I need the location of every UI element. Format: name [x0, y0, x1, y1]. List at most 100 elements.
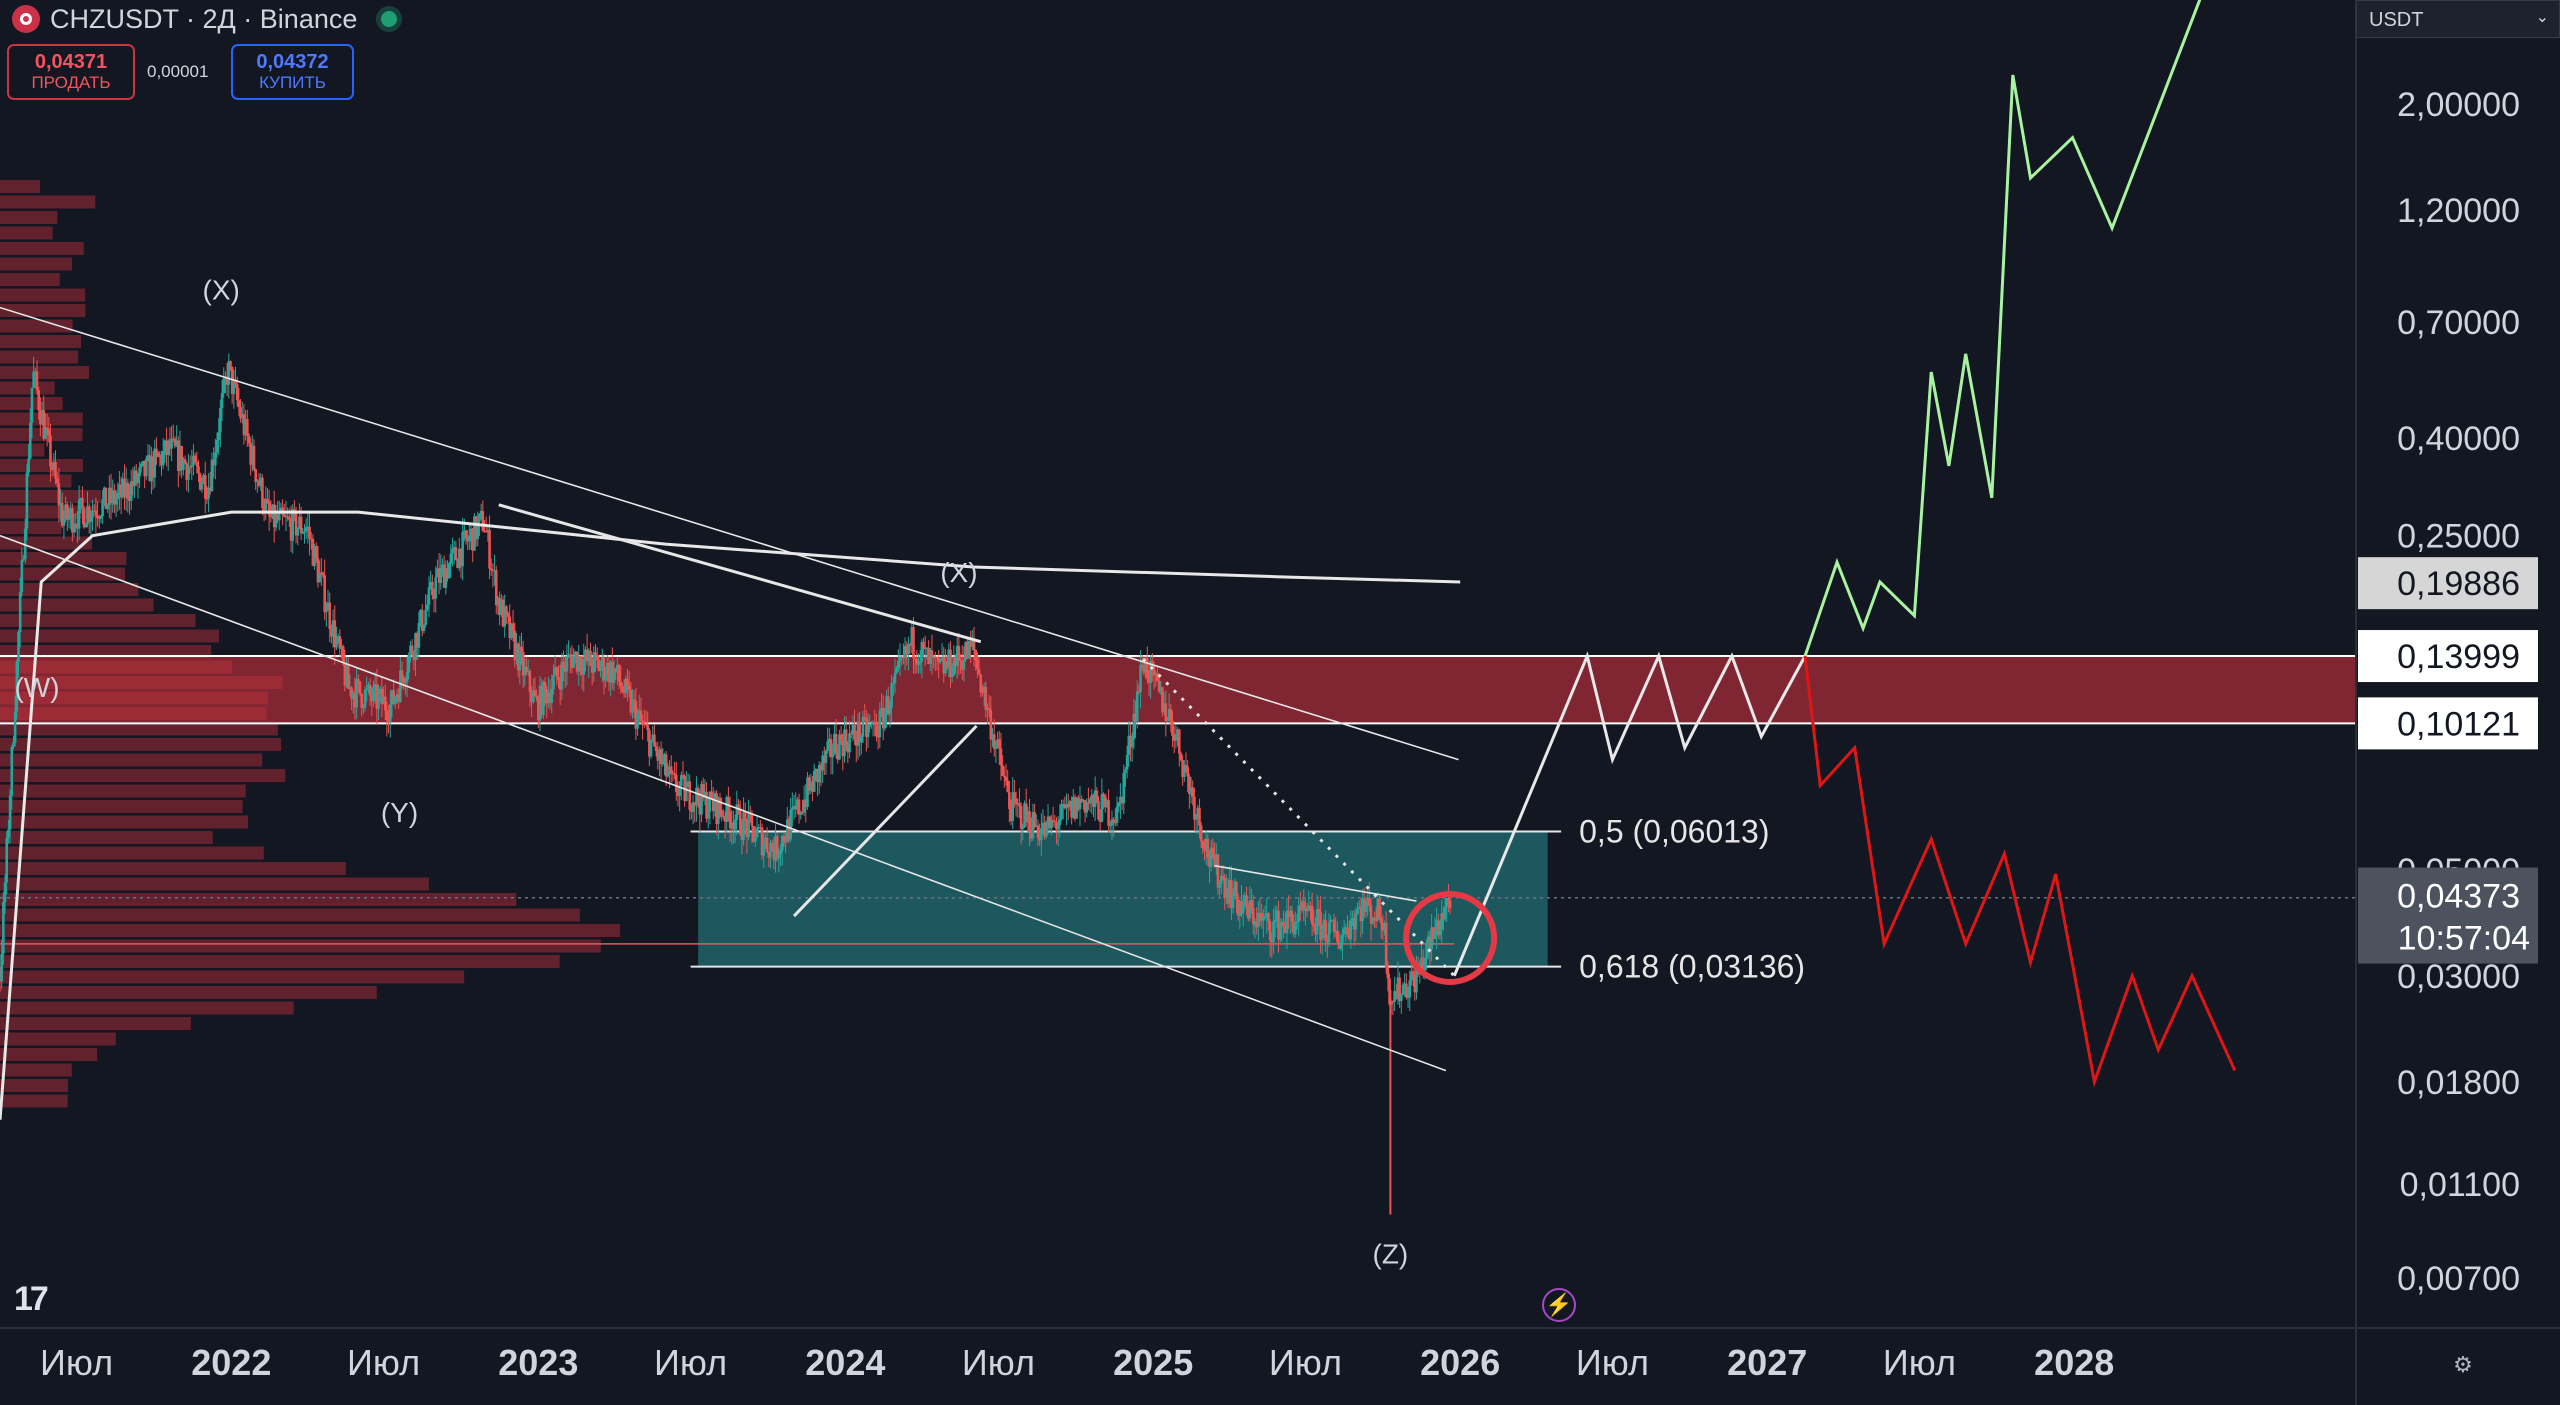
candle-body [276, 513, 279, 521]
candle-body [791, 807, 794, 810]
candle-body [1235, 881, 1238, 900]
candle-body [1213, 853, 1216, 868]
candle-body [1043, 822, 1046, 837]
candle-body [708, 791, 712, 812]
candle-body [69, 508, 72, 517]
settings-icon[interactable]: ⚙ [2453, 1352, 2473, 1377]
candle-body [503, 606, 506, 627]
candle-body [910, 627, 914, 646]
candle-body [1430, 927, 1433, 950]
candle-body [195, 462, 199, 467]
candle-body [82, 508, 86, 528]
candle-body [150, 456, 153, 482]
volume-profile-bar [0, 490, 101, 503]
price-label: 0,13999 [2397, 638, 2520, 676]
candle-body [1145, 658, 1149, 679]
candle-body [1230, 880, 1233, 908]
candle-body [316, 558, 320, 583]
candle-body [5, 837, 9, 883]
candle-body [1253, 921, 1257, 925]
candle-body [668, 766, 671, 775]
sell-button[interactable]: 0,04371 ПРОДАТЬ [7, 44, 135, 100]
candle-body [616, 664, 619, 673]
candle-body [355, 679, 358, 708]
wave-label: (X) [940, 557, 977, 588]
candle-body [1225, 887, 1228, 899]
candle-body [664, 754, 668, 777]
candle-body [592, 652, 596, 673]
buy-button[interactable]: 0,04372 КУПИТЬ [231, 44, 354, 100]
candle-body [42, 410, 46, 439]
candle-body [180, 446, 183, 470]
candle-body [612, 668, 616, 683]
candle-body [811, 781, 814, 792]
currency-select[interactable]: USDT ⌄ [2356, 0, 2560, 38]
candle-body [23, 528, 27, 560]
flash-icon[interactable]: ⚡ [1542, 1288, 1576, 1322]
candle-body [1270, 939, 1274, 943]
candle-body [1036, 825, 1040, 838]
candle-body [1283, 926, 1287, 933]
candle-body [249, 443, 252, 465]
candle-body [1159, 687, 1163, 692]
candle-body [375, 684, 379, 709]
wave-label: (Y) [381, 797, 418, 828]
candle-body [629, 689, 633, 713]
candle-body [508, 616, 512, 638]
candle-body [1026, 811, 1030, 823]
candle-body [641, 720, 644, 725]
price-tick-label: 0,00700 [2397, 1260, 2520, 1298]
candle-body [1119, 796, 1122, 803]
candle-body [1194, 817, 1198, 820]
candle-body [64, 504, 67, 520]
wave-label: (Z) [1373, 1239, 1409, 1270]
candle-body [1186, 766, 1189, 777]
candle-body [945, 661, 949, 668]
candle-body [1129, 735, 1132, 748]
candle-body [256, 480, 259, 483]
candle-body [363, 690, 367, 708]
candle-body [671, 772, 675, 774]
candle-body [1302, 901, 1306, 911]
candle-body [320, 572, 323, 574]
candle-body [1034, 825, 1038, 827]
candle-body [358, 681, 362, 695]
candle-body [402, 677, 406, 684]
tradingview-logo-icon[interactable]: 17 [14, 1280, 49, 1318]
candle-body [1357, 906, 1361, 909]
candle-body [367, 684, 370, 689]
symbol-title[interactable]: CHZUSDT · 2Д · Binance [50, 3, 358, 34]
candle-body [203, 475, 207, 499]
candle-body [163, 440, 167, 451]
candle-body [1420, 957, 1423, 964]
candle-body [779, 850, 782, 855]
candle-body [540, 685, 543, 715]
candle-body [1199, 825, 1203, 842]
candle-body [587, 650, 591, 662]
candle-body [1144, 658, 1147, 673]
candle-body [124, 482, 128, 498]
candle-body [1174, 733, 1178, 741]
candle-body [1243, 895, 1247, 905]
candle-body [959, 659, 962, 661]
candle-body [1098, 819, 1102, 822]
candle-body [796, 799, 799, 810]
candle-body [1288, 910, 1292, 917]
candle-body [469, 528, 473, 536]
candle-body [360, 694, 363, 708]
candle-body [1334, 930, 1338, 933]
candle-body [1369, 905, 1373, 924]
candle-body [760, 827, 764, 856]
candle-body [981, 692, 984, 694]
candle-body [1332, 919, 1336, 933]
sell-label: ПРОДАТЬ [31, 73, 111, 92]
candle-body [732, 822, 735, 830]
candle-body [1363, 898, 1366, 912]
fib-label: 0,5 (0,06013) [1579, 813, 1769, 849]
candle-body [1179, 753, 1183, 761]
candle-body [452, 547, 456, 549]
candle-body [900, 657, 903, 659]
candle-body [129, 481, 133, 501]
candle-body [1431, 927, 1435, 939]
